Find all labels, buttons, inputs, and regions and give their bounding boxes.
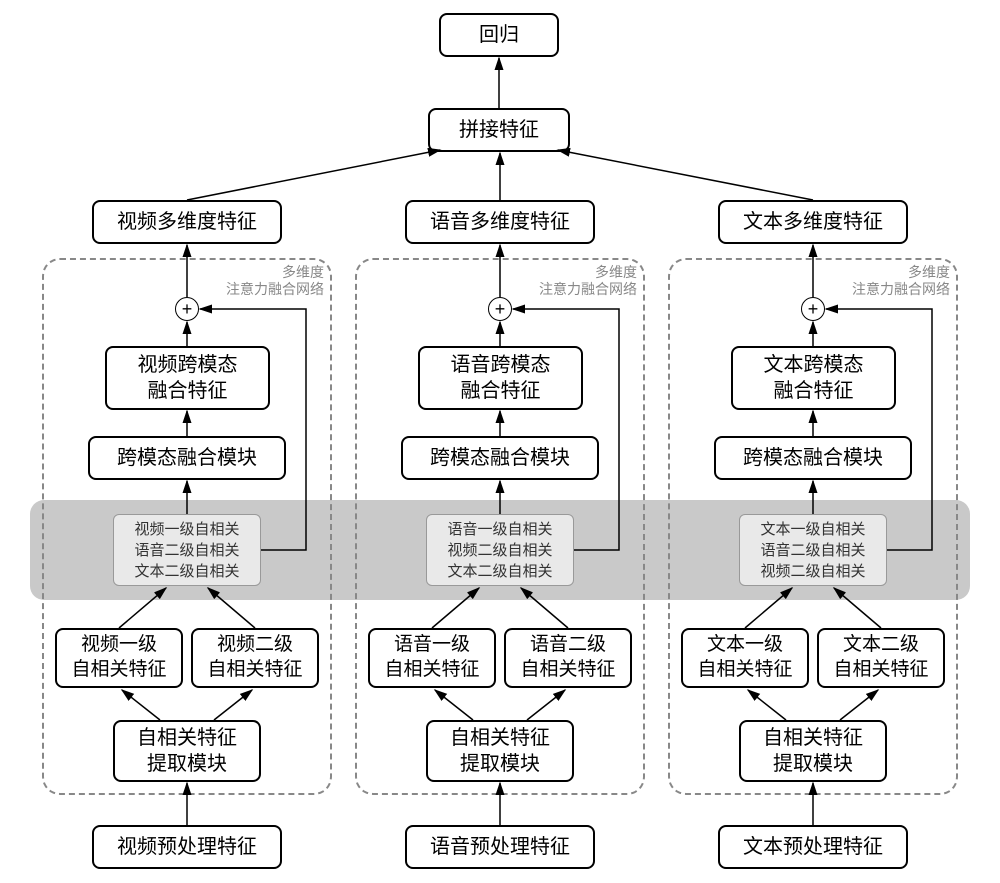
box-text-crossfeat: 文本跨模态融合特征 [731, 346, 896, 410]
box-video-lvl2: 视频二级自相关特征 [191, 628, 319, 688]
plus-audio: + [488, 297, 512, 321]
box-audio-md: 语音多维度特征 [405, 200, 595, 244]
panel-label-video: 多维度注意力融合网络 [212, 264, 324, 298]
box-audio-crossfeat: 语音跨模态融合特征 [418, 346, 583, 410]
panel-label-text: 多维度注意力融合网络 [838, 264, 950, 298]
box-video-md: 视频多维度特征 [92, 200, 282, 244]
box-regress: 回归 [439, 13, 559, 57]
box-text-lvl2: 文本二级自相关特征 [817, 628, 945, 688]
box-video-crossmod: 跨模态融合模块 [88, 436, 286, 480]
greybox-text: 文本一级自相关 语音二级自相关 视频二级自相关 [739, 514, 887, 586]
greybox-video: 视频一级自相关 语音二级自相关 文本二级自相关 [113, 514, 261, 586]
panel-label-audio: 多维度注意力融合网络 [525, 264, 637, 298]
box-text-crossmod: 跨模态融合模块 [714, 436, 912, 480]
box-text-extract: 自相关特征提取模块 [739, 720, 887, 782]
greybox-audio: 语音一级自相关 视频二级自相关 文本二级自相关 [426, 514, 574, 586]
box-audio-extract: 自相关特征提取模块 [426, 720, 574, 782]
box-text-pre: 文本预处理特征 [718, 825, 908, 869]
box-audio-lvl2: 语音二级自相关特征 [504, 628, 632, 688]
box-audio-crossmod: 跨模态融合模块 [401, 436, 599, 480]
diagram-canvas: 多维度注意力融合网络 多维度注意力融合网络 多维度注意力融合网络 回归 拼接特征… [0, 0, 1000, 883]
box-audio-lvl1: 语音一级自相关特征 [368, 628, 496, 688]
box-audio-pre: 语音预处理特征 [405, 825, 595, 869]
box-video-extract: 自相关特征提取模块 [113, 720, 261, 782]
box-concat: 拼接特征 [428, 108, 570, 152]
plus-video: + [175, 297, 199, 321]
box-video-crossfeat: 视频跨模态融合特征 [105, 346, 270, 410]
box-video-pre: 视频预处理特征 [92, 825, 282, 869]
box-text-md: 文本多维度特征 [718, 200, 908, 244]
plus-text: + [801, 297, 825, 321]
box-text-lvl1: 文本一级自相关特征 [681, 628, 809, 688]
box-video-lvl1: 视频一级自相关特征 [55, 628, 183, 688]
